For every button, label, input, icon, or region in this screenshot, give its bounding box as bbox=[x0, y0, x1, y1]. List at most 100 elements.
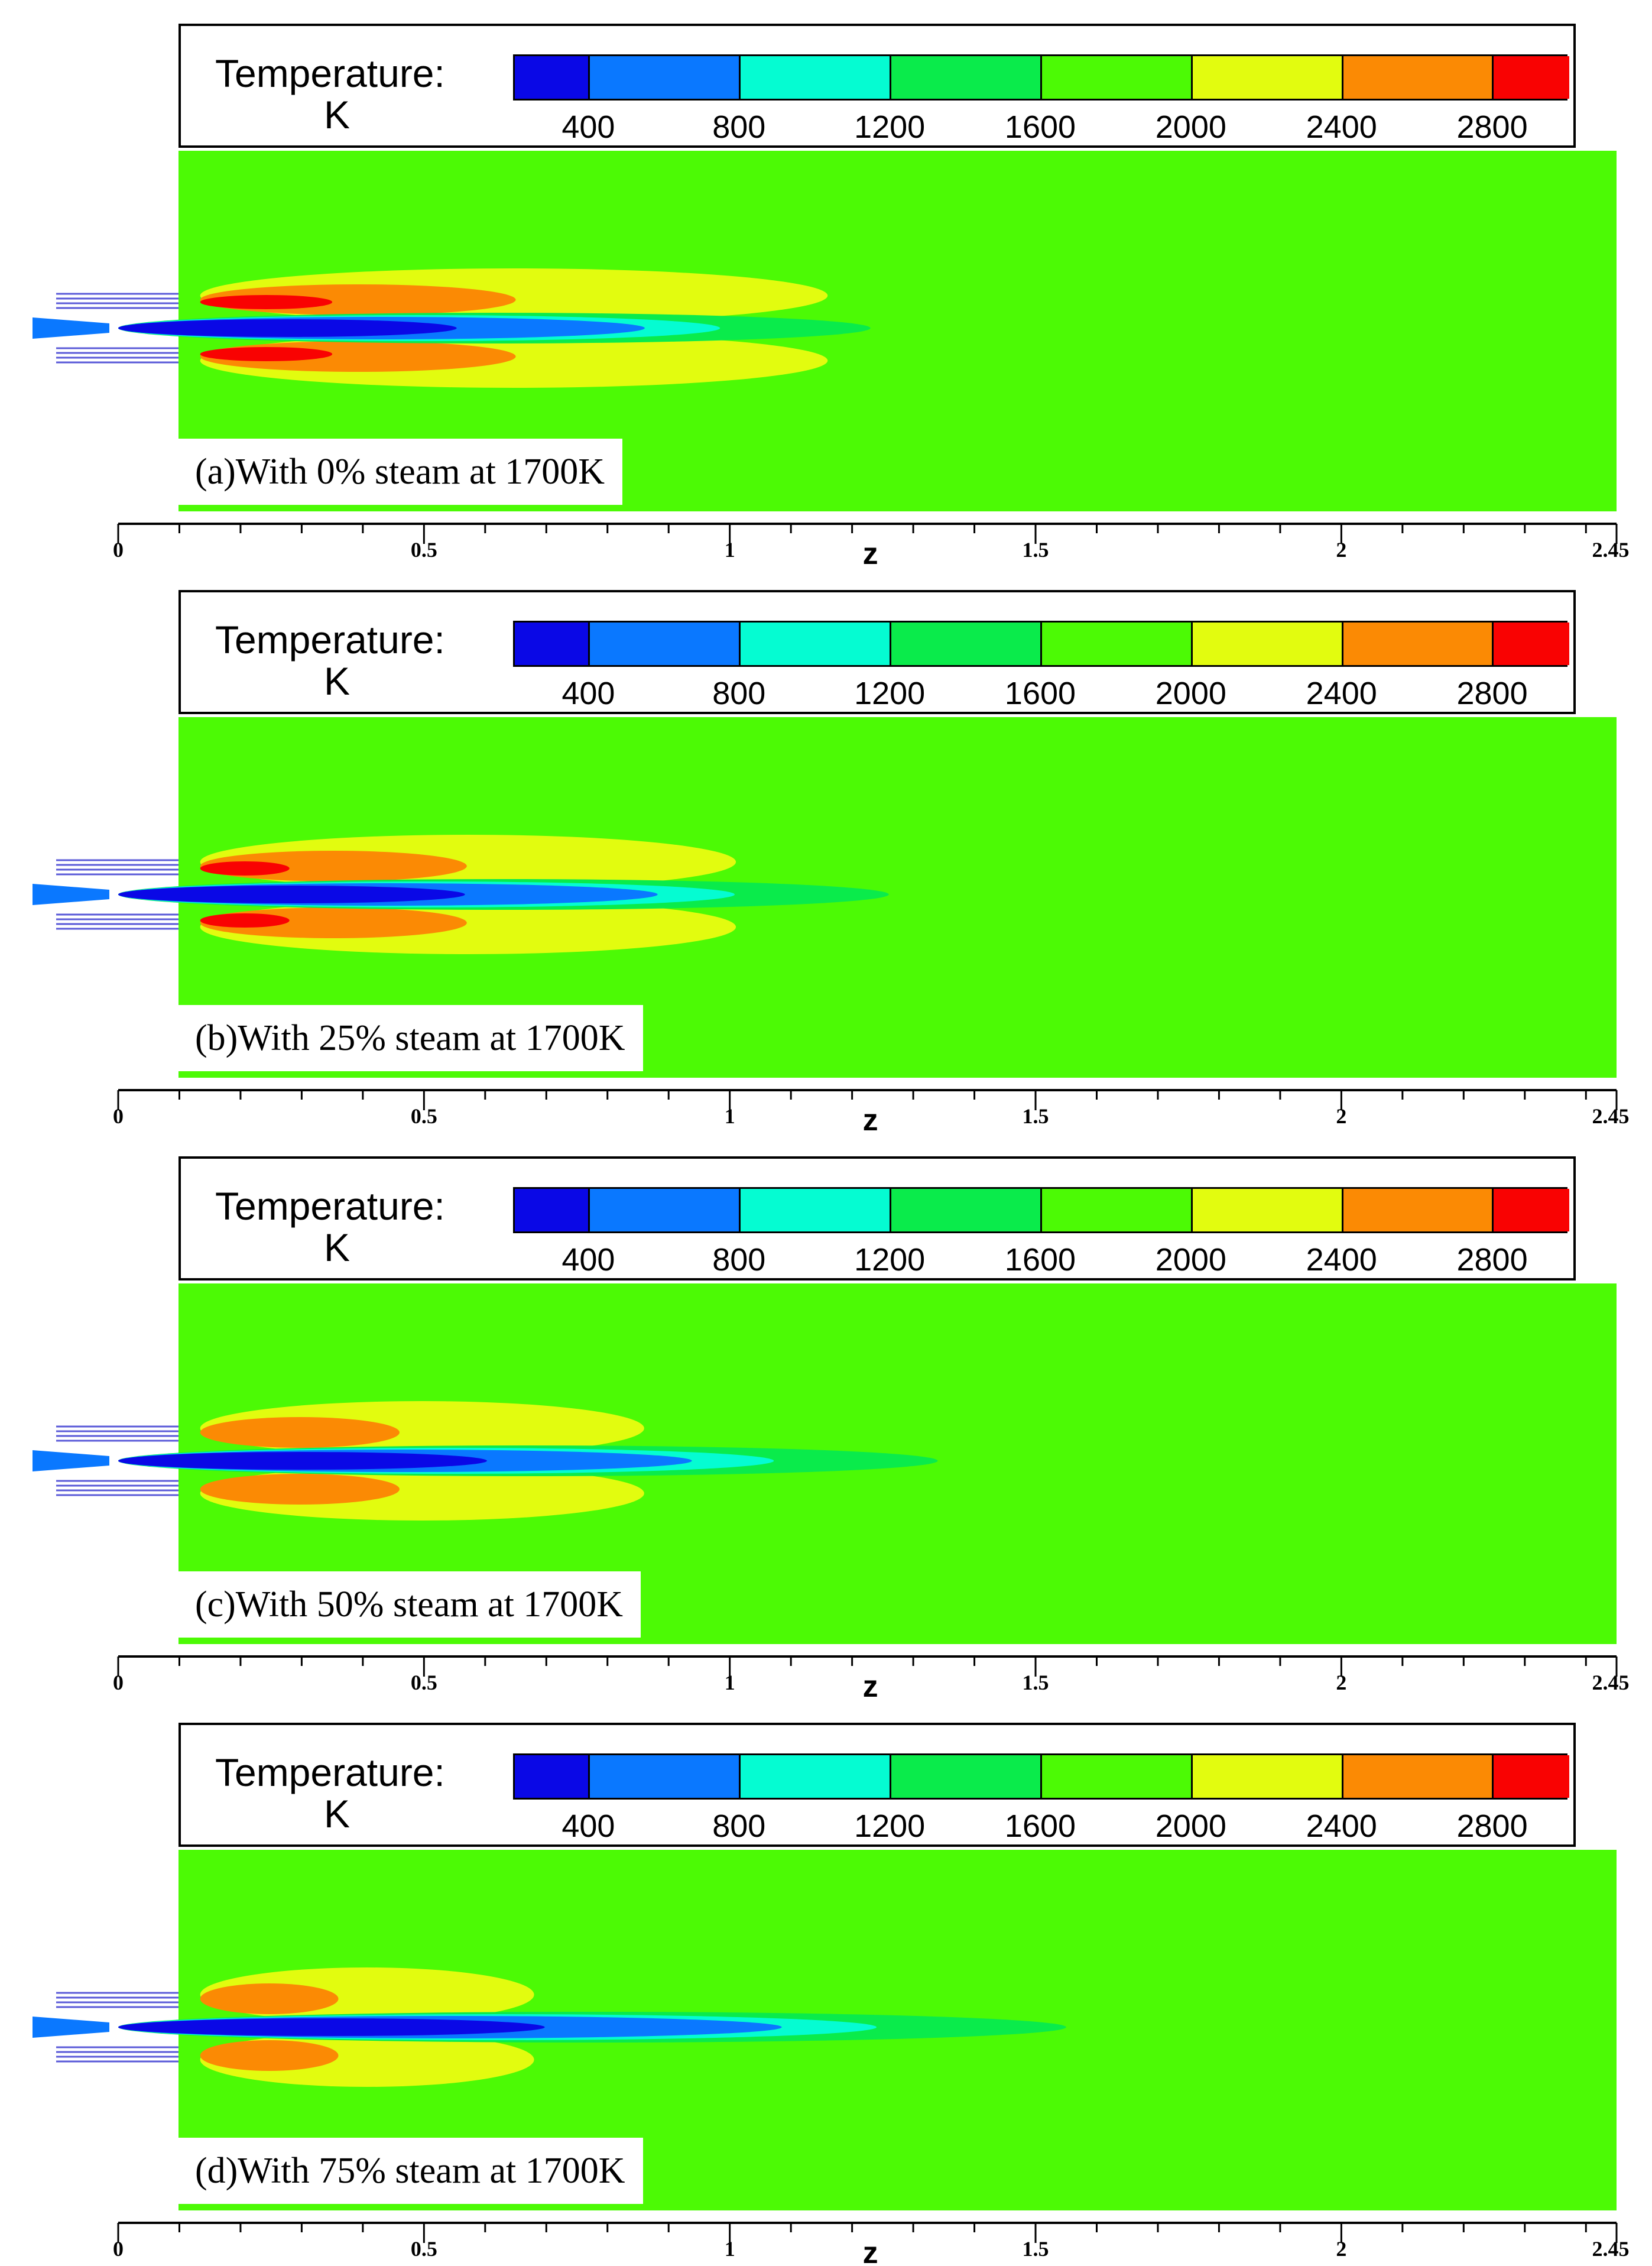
z-tick-label: 2.45 bbox=[1592, 1104, 1630, 1128]
z-tick-label: 2 bbox=[1336, 538, 1346, 562]
burner-nozzle bbox=[33, 884, 109, 905]
colorbar-tick-label: 2000 bbox=[1155, 109, 1226, 145]
z-axis: 0 0.5 1 1.5 2 2.45 z bbox=[113, 1655, 1630, 1699]
colorbar-title: Temperature: bbox=[215, 1750, 445, 1794]
colorbar bbox=[513, 1753, 1569, 1800]
colorbar-tick-label: 1200 bbox=[854, 1808, 926, 1844]
peak-flame-band bbox=[200, 295, 333, 309]
panel-caption: (c)With 50% steam at 1700K bbox=[177, 1571, 641, 1638]
jet-core-layer bbox=[118, 2018, 545, 2036]
colorbar-tick-label: 2800 bbox=[1456, 1808, 1528, 1844]
panel-caption: (b)With 25% steam at 1700K bbox=[177, 1005, 643, 1071]
colorbar-swatch bbox=[515, 623, 590, 665]
peak-flame-band bbox=[200, 347, 333, 361]
colorbar-swatch bbox=[590, 1755, 741, 1798]
z-axis: 0 0.5 1 1.5 2 2.45 z bbox=[113, 1089, 1630, 1133]
z-tick-label: 0.5 bbox=[411, 2237, 437, 2261]
z-tick-label: 2.45 bbox=[1592, 1671, 1630, 1694]
colorbar-swatch bbox=[741, 1755, 892, 1798]
z-tick-label: 1 bbox=[725, 1671, 735, 1694]
colorbar-tick-label: 400 bbox=[562, 109, 615, 145]
z-axis: 0 0.5 1 1.5 2 2.45 z bbox=[113, 2222, 1630, 2265]
colorbar-swatch bbox=[1041, 1755, 1193, 1798]
colorbar-swatch bbox=[1343, 1189, 1494, 1231]
contour-panel: Temperature: K 400 800 1200 1600 2000 2400 2800 (… bbox=[0, 0, 1652, 566]
colorbar bbox=[513, 54, 1569, 101]
colorbar-title: Temperature: bbox=[215, 1184, 445, 1228]
colorbar-swatch bbox=[1494, 623, 1569, 665]
contour-panel: Temperature: K 400 800 1200 1600 2000 2400 2800 (… bbox=[0, 1699, 1652, 2265]
z-tick-label: 2.45 bbox=[1592, 2237, 1630, 2261]
colorbar-unit: K bbox=[324, 93, 350, 137]
z-tick-label: 0 bbox=[113, 538, 124, 562]
colorbar-swatch bbox=[1343, 623, 1494, 665]
colorbar-legend: Temperature: K 400 800 1200 1600 2000 2400 2800 bbox=[178, 1723, 1576, 1847]
colorbar-tick-label: 1200 bbox=[854, 109, 926, 145]
colorbar-swatch bbox=[741, 623, 892, 665]
colorbar-tick-label: 2000 bbox=[1155, 676, 1226, 711]
temperature-contour-plot bbox=[33, 1283, 1617, 1644]
peak-flame-band bbox=[200, 913, 290, 928]
z-axis-label: z bbox=[863, 2236, 878, 2265]
z-axis-label: z bbox=[863, 1103, 878, 1133]
colorbar-tick-label: 1200 bbox=[854, 1242, 926, 1278]
colorbar-tick-label: 2400 bbox=[1306, 1808, 1377, 1844]
z-tick-label: 0.5 bbox=[411, 538, 437, 562]
z-tick-label: 0 bbox=[113, 1671, 124, 1694]
colorbar-swatch bbox=[741, 1189, 892, 1231]
hot-flame-band bbox=[200, 1417, 400, 1448]
z-axis-label: z bbox=[863, 537, 878, 566]
colorbar-swatch bbox=[741, 56, 892, 99]
colorbar-tick-label: 800 bbox=[712, 676, 766, 711]
colorbar-tick-label: 2400 bbox=[1306, 109, 1377, 145]
colorbar-swatch bbox=[891, 1755, 1042, 1798]
contour-panel: Temperature: K 400 800 1200 1600 2000 2400 2800 (… bbox=[0, 1133, 1652, 1699]
z-tick-label: 0.5 bbox=[411, 1104, 437, 1128]
colorbar-tick-label: 800 bbox=[712, 1808, 766, 1844]
z-tick-label: 0 bbox=[113, 1104, 124, 1128]
colorbar-unit: K bbox=[324, 1226, 350, 1269]
colorbar-swatch bbox=[590, 623, 741, 665]
colorbar-tick-label: 800 bbox=[712, 1242, 766, 1278]
colorbar-tick-label: 400 bbox=[562, 1808, 615, 1844]
colorbar-swatch bbox=[1192, 56, 1343, 99]
colorbar-swatch bbox=[891, 1189, 1042, 1231]
z-axis-label: z bbox=[863, 1669, 878, 1699]
colorbar-tick-label: 800 bbox=[712, 109, 766, 145]
colorbar-tick-label: 2000 bbox=[1155, 1808, 1226, 1844]
colorbar-swatch bbox=[590, 1189, 741, 1231]
colorbar-swatch bbox=[515, 1755, 590, 1798]
colorbar-tick-label: 1600 bbox=[1004, 109, 1076, 145]
colorbar-tick-label: 1600 bbox=[1004, 676, 1076, 711]
colorbar-swatch bbox=[1041, 1189, 1193, 1231]
colorbar-swatch bbox=[1192, 1189, 1343, 1231]
hot-flame-band bbox=[200, 2040, 339, 2071]
z-tick-label: 2 bbox=[1336, 2237, 1346, 2261]
colorbar-swatch bbox=[891, 623, 1042, 665]
temperature-contour-plot bbox=[33, 1850, 1617, 2210]
z-tick-label: 1.5 bbox=[1023, 1671, 1049, 1694]
colorbar-swatch bbox=[1192, 623, 1343, 665]
colorbar-tick-label: 1600 bbox=[1004, 1808, 1076, 1844]
colorbar-tick-label: 1600 bbox=[1004, 1242, 1076, 1278]
z-tick-label: 2 bbox=[1336, 1104, 1346, 1128]
colorbar-swatch bbox=[891, 56, 1042, 99]
z-axis: 0 0.5 1 1.5 2 2.45 z bbox=[113, 523, 1630, 566]
colorbar-tick-label: 2400 bbox=[1306, 1242, 1377, 1278]
z-tick-label: 1 bbox=[725, 2237, 735, 2261]
burner-nozzle bbox=[33, 1450, 109, 1471]
colorbar-tick-label: 400 bbox=[562, 1242, 615, 1278]
z-tick-label: 1.5 bbox=[1023, 538, 1049, 562]
colorbar-swatch bbox=[590, 56, 741, 99]
colorbar-unit: K bbox=[324, 659, 350, 703]
z-tick-label: 1 bbox=[725, 538, 735, 562]
colorbar-title: Temperature: bbox=[215, 618, 445, 662]
z-tick-label: 1.5 bbox=[1023, 1104, 1049, 1128]
z-tick-label: 1 bbox=[725, 1104, 735, 1128]
colorbar-tick-label: 2800 bbox=[1456, 676, 1528, 711]
colorbar-swatch bbox=[515, 56, 590, 99]
colorbar-title: Temperature: bbox=[215, 51, 445, 95]
colorbar-unit: K bbox=[324, 1792, 350, 1836]
hot-flame-band bbox=[200, 1983, 339, 2014]
z-tick-label: 2 bbox=[1336, 1671, 1346, 1694]
